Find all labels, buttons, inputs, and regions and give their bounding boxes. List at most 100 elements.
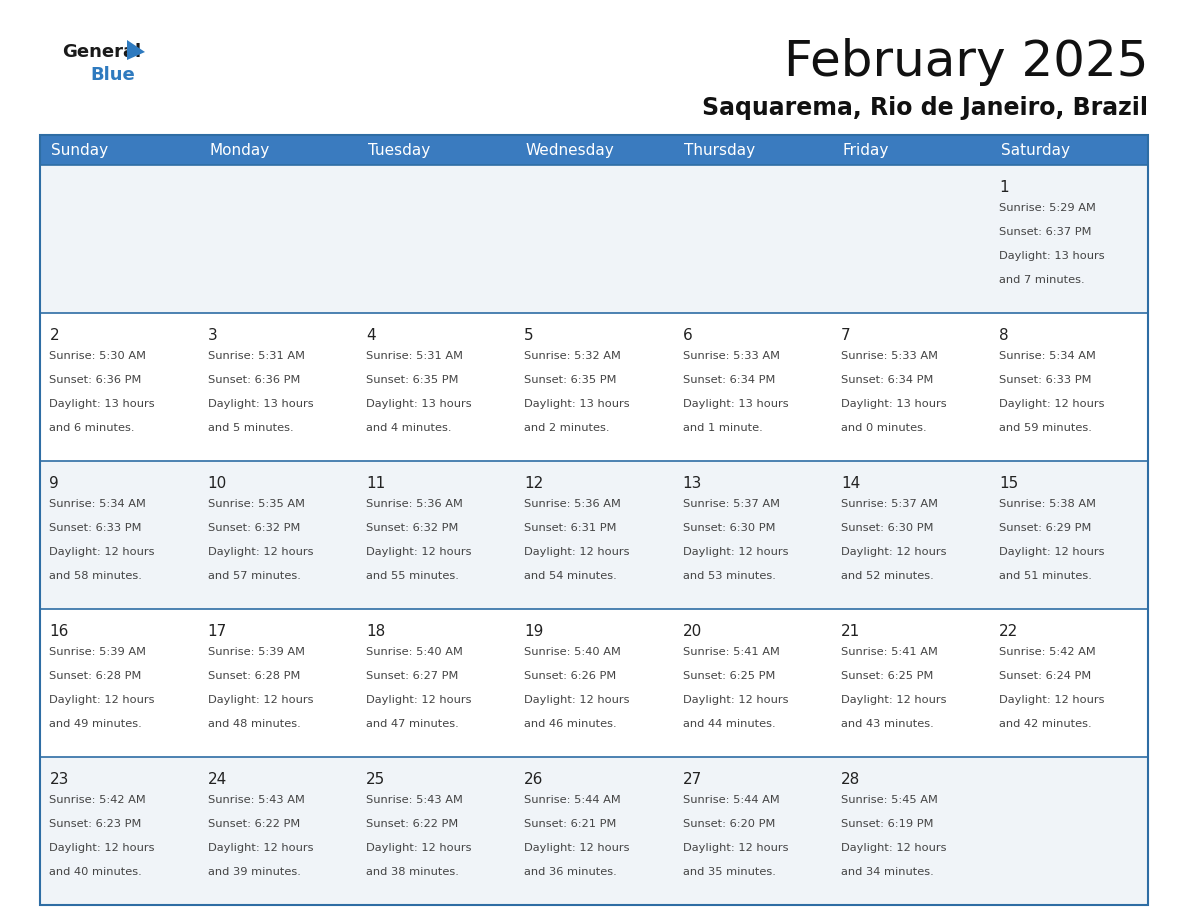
Text: Sunset: 6:22 PM: Sunset: 6:22 PM [208, 819, 301, 829]
Bar [990, 313, 1148, 461]
Text: and 49 minutes.: and 49 minutes. [50, 719, 143, 729]
Text: Daylight: 12 hours: Daylight: 12 hours [683, 843, 788, 853]
Text: Daylight: 13 hours: Daylight: 13 hours [50, 398, 156, 409]
Text: Sunset: 6:33 PM: Sunset: 6:33 PM [50, 523, 143, 533]
Bar [198, 165, 356, 313]
Text: 14: 14 [841, 476, 860, 491]
Text: 10: 10 [208, 476, 227, 491]
Text: Sunset: 6:28 PM: Sunset: 6:28 PM [50, 671, 141, 681]
Text: and 1 minute.: and 1 minute. [683, 422, 763, 432]
Bar [832, 313, 990, 461]
Bar [198, 757, 356, 905]
Text: and 52 minutes.: and 52 minutes. [841, 570, 934, 580]
Text: Sunday: Sunday [51, 142, 108, 158]
Bar [990, 757, 1148, 905]
Text: Sunset: 6:31 PM: Sunset: 6:31 PM [524, 523, 617, 533]
Text: 9: 9 [50, 476, 59, 491]
Text: and 42 minutes.: and 42 minutes. [999, 719, 1092, 729]
Text: General: General [62, 43, 141, 61]
Bar [356, 135, 514, 165]
Bar [832, 609, 990, 757]
Text: Daylight: 12 hours: Daylight: 12 hours [524, 695, 630, 705]
Bar [990, 135, 1148, 165]
Text: Daylight: 13 hours: Daylight: 13 hours [208, 398, 314, 409]
Text: Sunset: 6:37 PM: Sunset: 6:37 PM [999, 227, 1092, 237]
Text: 22: 22 [999, 624, 1018, 639]
Text: Sunset: 6:35 PM: Sunset: 6:35 PM [524, 375, 617, 386]
Text: Daylight: 12 hours: Daylight: 12 hours [841, 695, 947, 705]
Text: and 34 minutes.: and 34 minutes. [841, 867, 934, 877]
Text: and 0 minutes.: and 0 minutes. [841, 422, 927, 432]
Bar [674, 609, 832, 757]
Bar [356, 313, 514, 461]
Bar [40, 135, 198, 165]
Bar [832, 461, 990, 609]
Text: Daylight: 13 hours: Daylight: 13 hours [999, 251, 1105, 261]
Bar [514, 313, 674, 461]
Text: Sunset: 6:34 PM: Sunset: 6:34 PM [841, 375, 934, 386]
Text: Sunrise: 5:42 AM: Sunrise: 5:42 AM [999, 647, 1097, 657]
Text: Sunrise: 5:39 AM: Sunrise: 5:39 AM [50, 647, 146, 657]
Text: Sunset: 6:19 PM: Sunset: 6:19 PM [841, 819, 934, 829]
Text: Daylight: 12 hours: Daylight: 12 hours [683, 695, 788, 705]
Text: and 46 minutes.: and 46 minutes. [524, 719, 617, 729]
Text: Daylight: 12 hours: Daylight: 12 hours [208, 695, 314, 705]
Bar [514, 165, 674, 313]
Text: 25: 25 [366, 772, 385, 787]
Text: Sunset: 6:29 PM: Sunset: 6:29 PM [999, 523, 1092, 533]
Text: Sunrise: 5:31 AM: Sunrise: 5:31 AM [208, 352, 305, 362]
Text: Sunrise: 5:36 AM: Sunrise: 5:36 AM [366, 499, 463, 509]
Text: Sunset: 6:25 PM: Sunset: 6:25 PM [841, 671, 934, 681]
Text: Friday: Friday [842, 142, 889, 158]
Text: Saquarema, Rio de Janeiro, Brazil: Saquarema, Rio de Janeiro, Brazil [702, 96, 1148, 120]
Text: Sunset: 6:24 PM: Sunset: 6:24 PM [999, 671, 1092, 681]
Text: Sunset: 6:22 PM: Sunset: 6:22 PM [366, 819, 459, 829]
Bar [990, 165, 1148, 313]
Text: Sunrise: 5:33 AM: Sunrise: 5:33 AM [841, 352, 937, 362]
Text: Sunset: 6:30 PM: Sunset: 6:30 PM [683, 523, 775, 533]
Bar [198, 609, 356, 757]
Bar [674, 461, 832, 609]
Bar [40, 165, 198, 313]
Text: and 2 minutes.: and 2 minutes. [524, 422, 609, 432]
Text: Daylight: 12 hours: Daylight: 12 hours [841, 843, 947, 853]
Text: Sunset: 6:28 PM: Sunset: 6:28 PM [208, 671, 301, 681]
Text: Daylight: 12 hours: Daylight: 12 hours [366, 547, 472, 557]
Text: 6: 6 [683, 328, 693, 342]
Text: Sunset: 6:32 PM: Sunset: 6:32 PM [208, 523, 301, 533]
Text: and 39 minutes.: and 39 minutes. [208, 867, 301, 877]
Text: Daylight: 12 hours: Daylight: 12 hours [841, 547, 947, 557]
Text: Thursday: Thursday [684, 142, 756, 158]
Text: 18: 18 [366, 624, 385, 639]
Text: Sunset: 6:27 PM: Sunset: 6:27 PM [366, 671, 459, 681]
Text: Sunrise: 5:39 AM: Sunrise: 5:39 AM [208, 647, 305, 657]
Text: Sunrise: 5:30 AM: Sunrise: 5:30 AM [50, 352, 146, 362]
Text: 23: 23 [50, 772, 69, 787]
Text: and 38 minutes.: and 38 minutes. [366, 867, 459, 877]
Bar [514, 135, 674, 165]
Bar [198, 135, 356, 165]
Text: Sunrise: 5:36 AM: Sunrise: 5:36 AM [524, 499, 621, 509]
Text: Sunrise: 5:44 AM: Sunrise: 5:44 AM [524, 796, 621, 805]
Text: 19: 19 [524, 624, 544, 639]
Bar [40, 461, 198, 609]
Text: Sunrise: 5:29 AM: Sunrise: 5:29 AM [999, 204, 1097, 214]
Text: Wednesday: Wednesday [526, 142, 614, 158]
Text: Daylight: 12 hours: Daylight: 12 hours [999, 547, 1105, 557]
Text: and 51 minutes.: and 51 minutes. [999, 570, 1092, 580]
Text: Sunset: 6:32 PM: Sunset: 6:32 PM [366, 523, 459, 533]
Text: Sunset: 6:20 PM: Sunset: 6:20 PM [683, 819, 775, 829]
Text: Sunrise: 5:43 AM: Sunrise: 5:43 AM [208, 796, 304, 805]
Bar [674, 135, 832, 165]
Bar [514, 461, 674, 609]
Text: 4: 4 [366, 328, 375, 342]
Bar [40, 313, 198, 461]
Text: 2: 2 [50, 328, 59, 342]
Text: and 47 minutes.: and 47 minutes. [366, 719, 459, 729]
Text: 15: 15 [999, 476, 1018, 491]
Bar [990, 461, 1148, 609]
Text: Blue: Blue [90, 66, 134, 84]
Text: and 44 minutes.: and 44 minutes. [683, 719, 776, 729]
Text: Sunrise: 5:43 AM: Sunrise: 5:43 AM [366, 796, 463, 805]
Text: and 36 minutes.: and 36 minutes. [524, 867, 617, 877]
